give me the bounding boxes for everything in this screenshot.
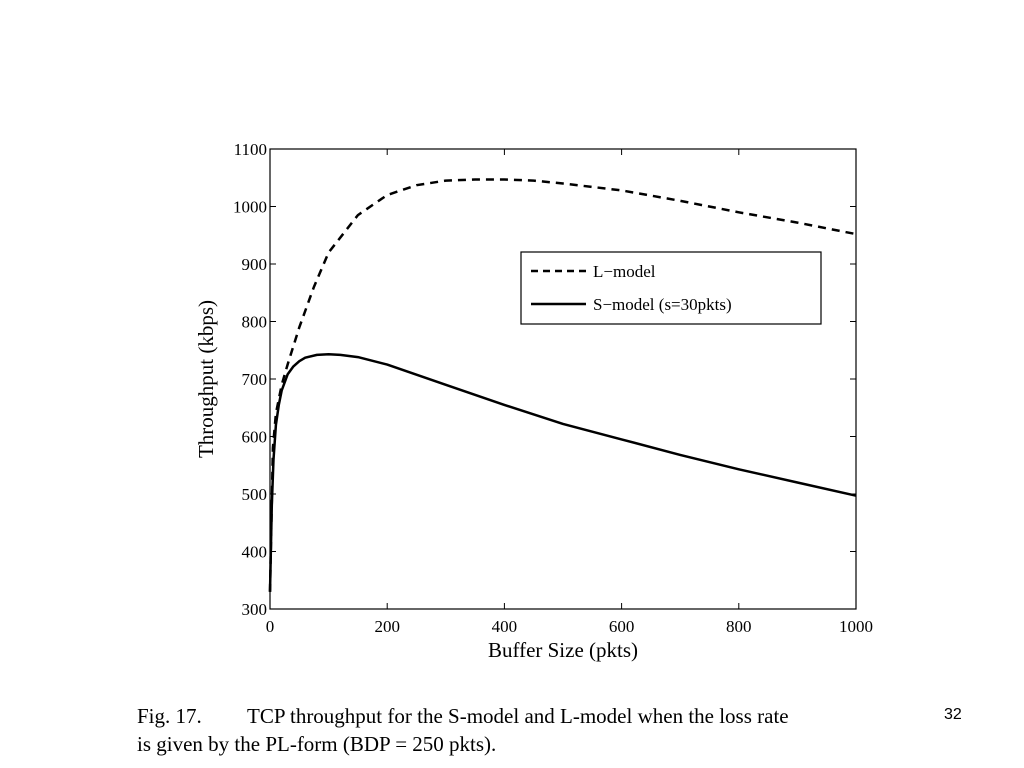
line-chart: 0 200 400 600 800 1000 300 400 500 600 700 800 900 10…: [194, 140, 873, 662]
y-tick-label: 1000: [233, 198, 267, 217]
y-axis-label: Throughput (kbps): [194, 300, 218, 458]
legend-box: [520, 251, 822, 325]
x-tick-label: 800: [726, 617, 752, 636]
series-line-s-model: [268, 353, 857, 592]
y-tick-label: 900: [242, 255, 268, 274]
y-tick-label: 400: [242, 543, 268, 562]
y-tick-label: 300: [242, 600, 268, 619]
x-axis-label: Buffer Size (pkts): [488, 638, 638, 662]
page-number: 32: [942, 706, 962, 724]
caption-text-1: TCP throughput for the S-model and L-mod…: [247, 704, 789, 728]
y-tick-label: 1100: [234, 140, 267, 159]
legend-label-s-model: S−model (s=30pkts): [593, 295, 732, 314]
x-tick-label: 1000: [839, 617, 873, 636]
legend-label-l-model: L−model: [593, 262, 656, 281]
x-tick-label: 400: [492, 617, 518, 636]
x-tick-label: 0: [266, 617, 275, 636]
legend: L−model S−model (s=30pkts): [520, 251, 822, 325]
x-tick-label: 200: [374, 617, 400, 636]
x-tick-label: 600: [609, 617, 635, 636]
series-line-l-model: [268, 178, 857, 592]
series-layer: [268, 178, 857, 592]
y-tick-label: 700: [242, 370, 268, 389]
plot-area: 0 200 400 600 800 1000 300 400 500 600 700 800 900 10…: [194, 140, 873, 662]
y-tick-label: 600: [242, 428, 268, 447]
caption-line-1: Fig. 17. TCP throughput for the S-model a…: [137, 702, 957, 730]
caption-line-2: is given by the PL-form (BDP = 250 pkts)…: [137, 732, 497, 756]
figure-caption: Fig. 17. TCP throughput for the S-model a…: [137, 702, 957, 758]
y-tick-label: 800: [242, 313, 268, 332]
caption-label: Fig. 17.: [137, 704, 202, 728]
axis-ticks: 0 200 400 600 800 1000 300 400 500 600 700 800 900 10…: [233, 140, 873, 636]
y-tick-label: 500: [242, 485, 268, 504]
